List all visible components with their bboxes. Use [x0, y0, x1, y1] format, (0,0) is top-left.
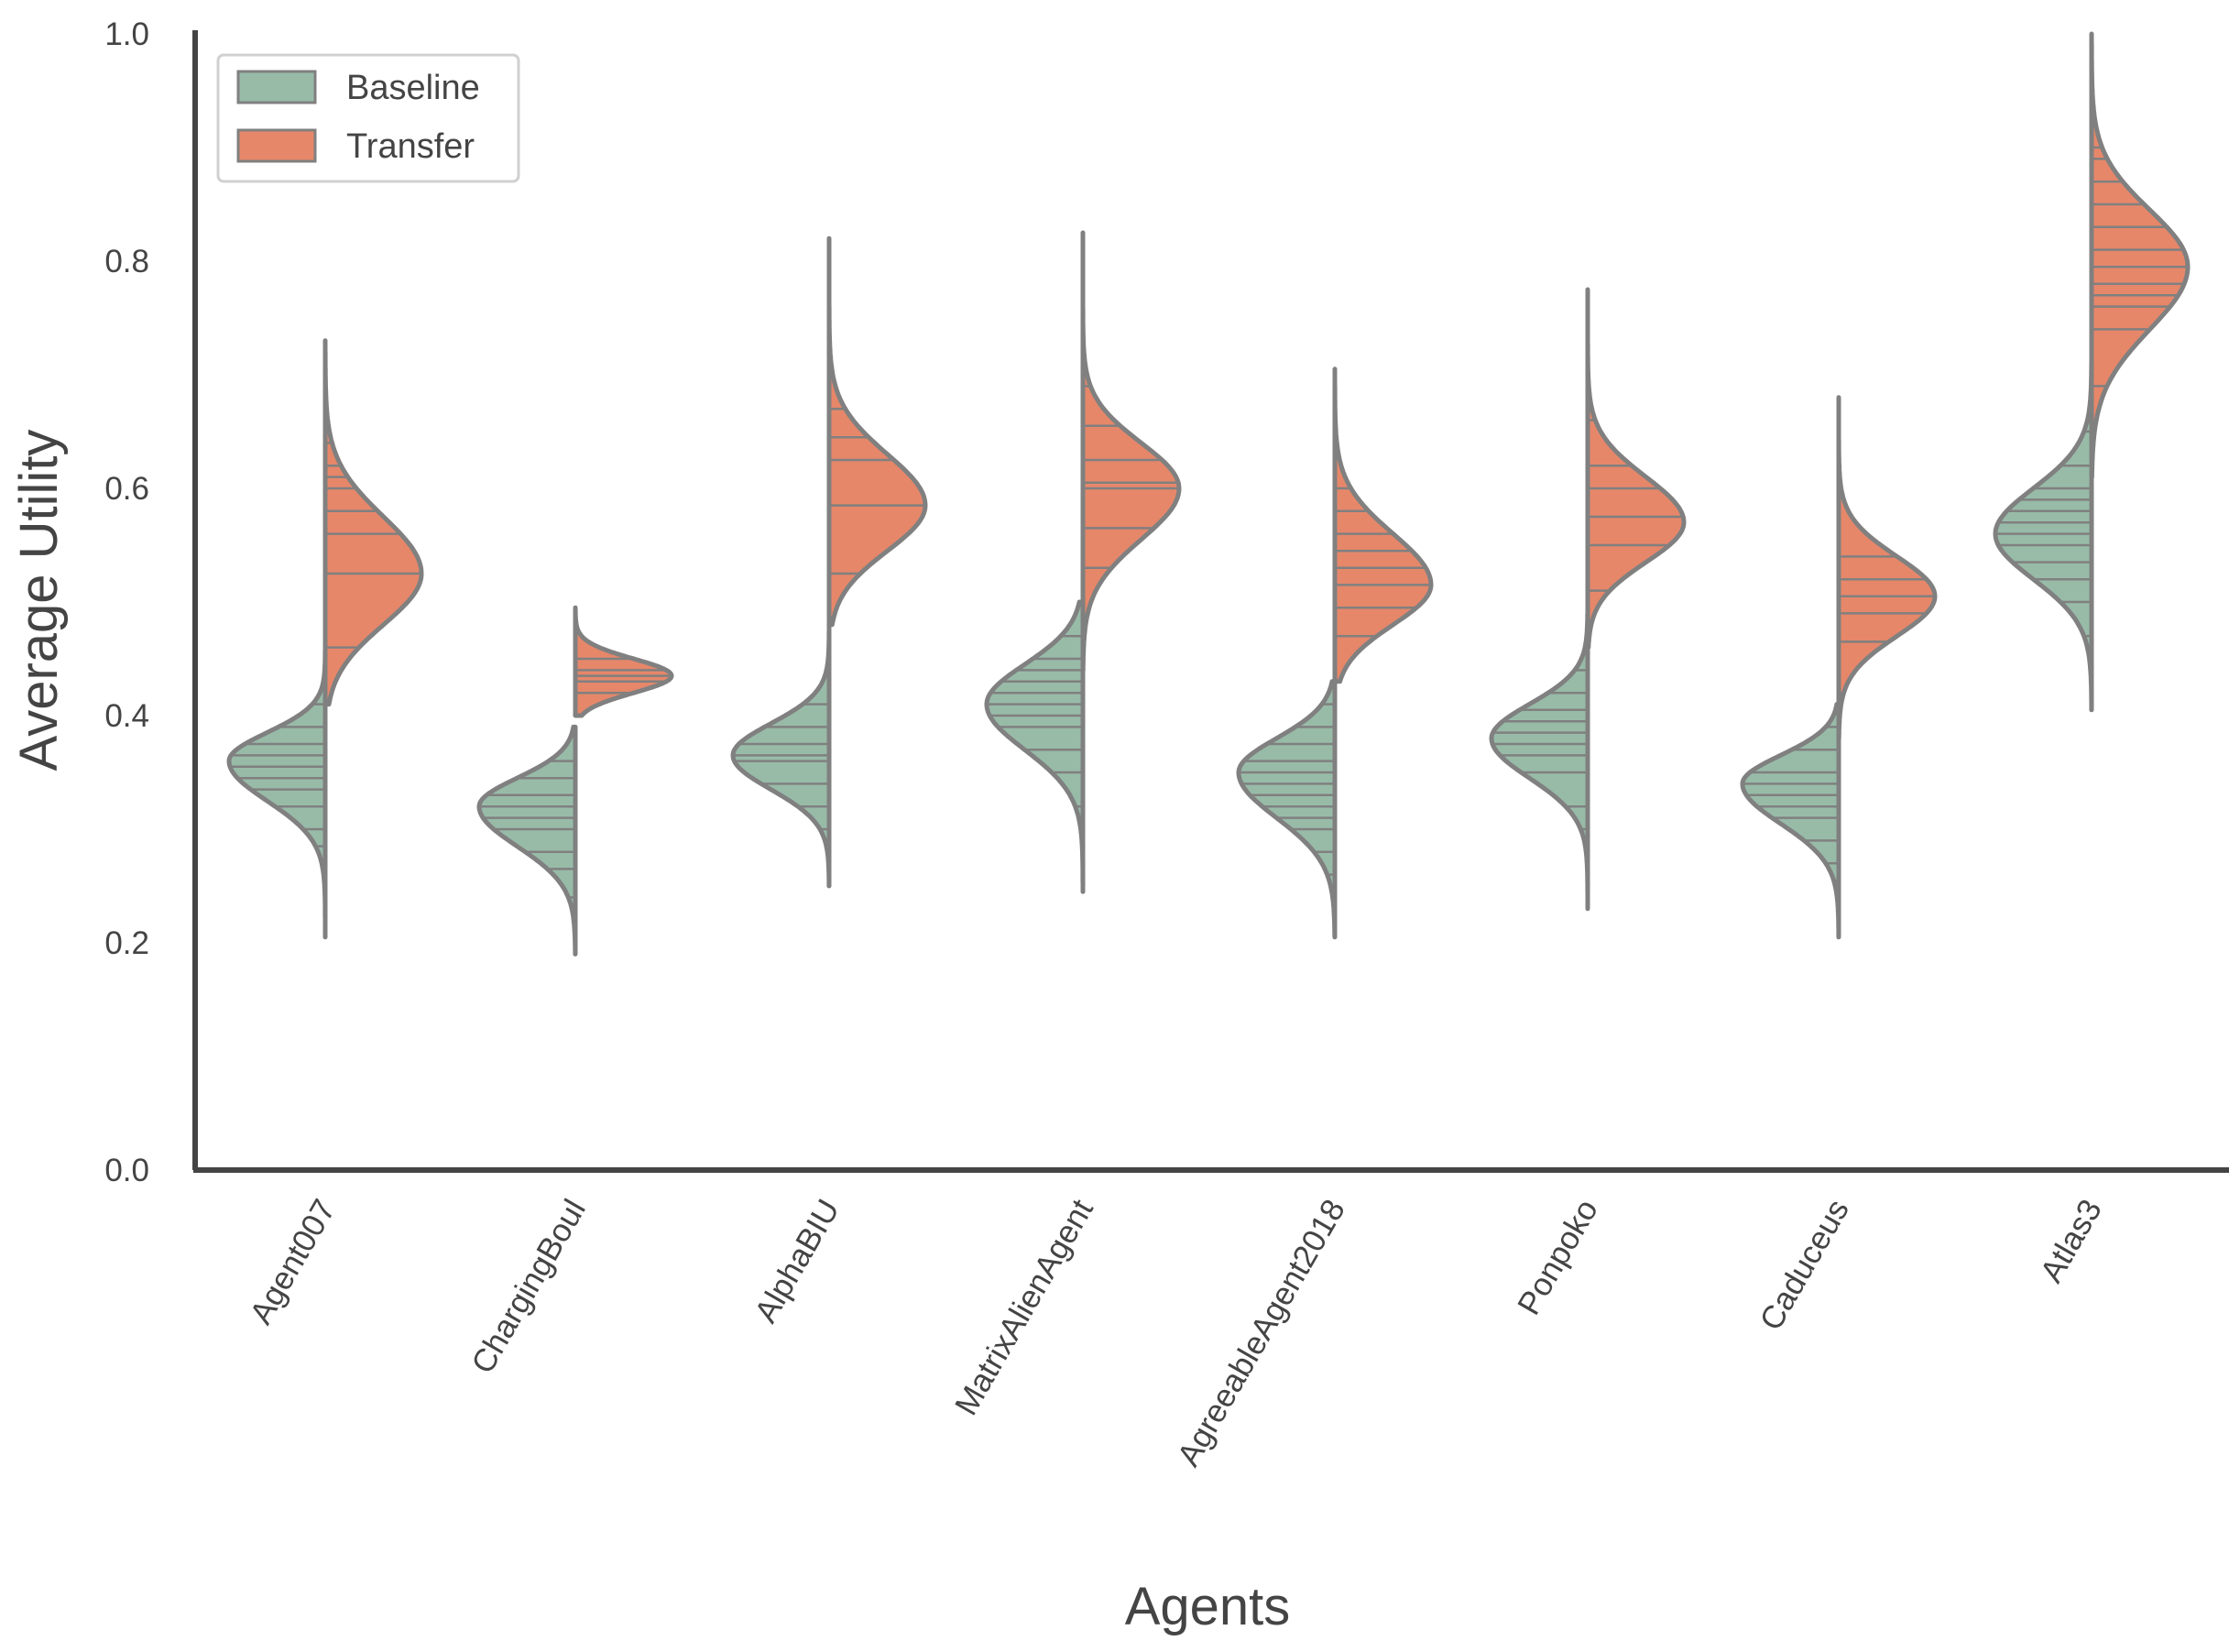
violin-baseline-ponpoko	[1489, 610, 1590, 912]
violin-body-transfer	[1585, 287, 1687, 651]
violin-body-baseline	[1740, 702, 1841, 940]
x-tick-label-ponpoko: Ponpoko	[1511, 1194, 1605, 1321]
y-tick-label: 1.0	[104, 16, 149, 52]
x-tick-label-atlas3: Atlas3	[2034, 1194, 2109, 1289]
violin-body-baseline	[1236, 679, 1338, 940]
y-tick-label: 0.8	[104, 244, 149, 279]
violin-baseline-agreeableagent2018	[1236, 679, 1338, 940]
violin-body-baseline	[1993, 361, 2094, 713]
x-tick-label-agent007: Agent007	[243, 1194, 343, 1330]
violin-baseline-alphabiu	[730, 622, 832, 889]
violin-baseline-atlas3	[1993, 361, 2094, 713]
violin-transfer-alphabiu	[826, 235, 928, 628]
x-tick-label-alphabiu: AlphaBIU	[748, 1194, 847, 1329]
legend-label-transfer: Transfer	[346, 127, 475, 166]
y-tick-label: 0.2	[104, 925, 149, 961]
violin-baseline-matrixalienagent	[984, 599, 1086, 894]
violin-body-baseline	[984, 599, 1086, 894]
violin-layer	[226, 31, 2191, 957]
violin-transfer-chargingboul	[573, 605, 674, 718]
x-axis-title: Agents	[1125, 1577, 1291, 1636]
violin-body-baseline	[476, 724, 578, 957]
violin-transfer-caduceus	[1836, 395, 1938, 741]
violin-transfer-agent007	[322, 338, 424, 707]
legend-swatch-transfer	[236, 128, 317, 163]
legend-swatch-baseline	[236, 70, 317, 104]
violin-transfer-agreeableagent2018	[1332, 367, 1434, 684]
violin-body-transfer	[1332, 367, 1434, 684]
violin-body-transfer	[573, 605, 674, 718]
violin-baseline-caduceus	[1740, 702, 1841, 940]
violin-body-transfer	[1836, 395, 1938, 741]
violin-body-transfer	[2089, 31, 2191, 480]
violin-baseline-agent007	[226, 645, 328, 940]
x-tick-label-matrixalienagent: MatrixAlienAgent	[948, 1193, 1100, 1421]
y-tick-labels: 0.0 0.2 0.4 0.6 0.8 1.0	[104, 16, 149, 1188]
violin-body-baseline	[226, 645, 328, 940]
y-tick-label: 0.0	[104, 1153, 149, 1188]
violin-body-transfer	[1080, 230, 1182, 673]
violin-transfer-matrixalienagent	[1080, 230, 1182, 673]
violin-transfer-ponpoko	[1585, 287, 1687, 651]
x-tick-label-caduceus: Caduceus	[1753, 1194, 1856, 1337]
y-tick-label: 0.6	[104, 471, 149, 507]
y-tick-label: 0.4	[104, 698, 149, 734]
violin-body-transfer	[322, 338, 424, 707]
x-tick-label-agreeableagent2018: AgreeableAgent2018	[1171, 1194, 1352, 1472]
violin-transfer-atlas3	[2089, 31, 2191, 480]
x-tick-label-chargingboul: ChargingBoul	[464, 1194, 593, 1380]
legend-label-baseline: Baseline	[346, 69, 480, 107]
violin-body-transfer	[826, 235, 928, 628]
violin-baseline-chargingboul	[476, 724, 578, 957]
x-tick-labels: Agent007 ChargingBoul AlphaBIU MatrixAlienA…	[243, 1193, 2109, 1472]
legend: Baseline Transfer	[216, 53, 520, 183]
violin-body-baseline	[1489, 610, 1590, 912]
y-axis-title: Average Utility	[9, 430, 69, 771]
